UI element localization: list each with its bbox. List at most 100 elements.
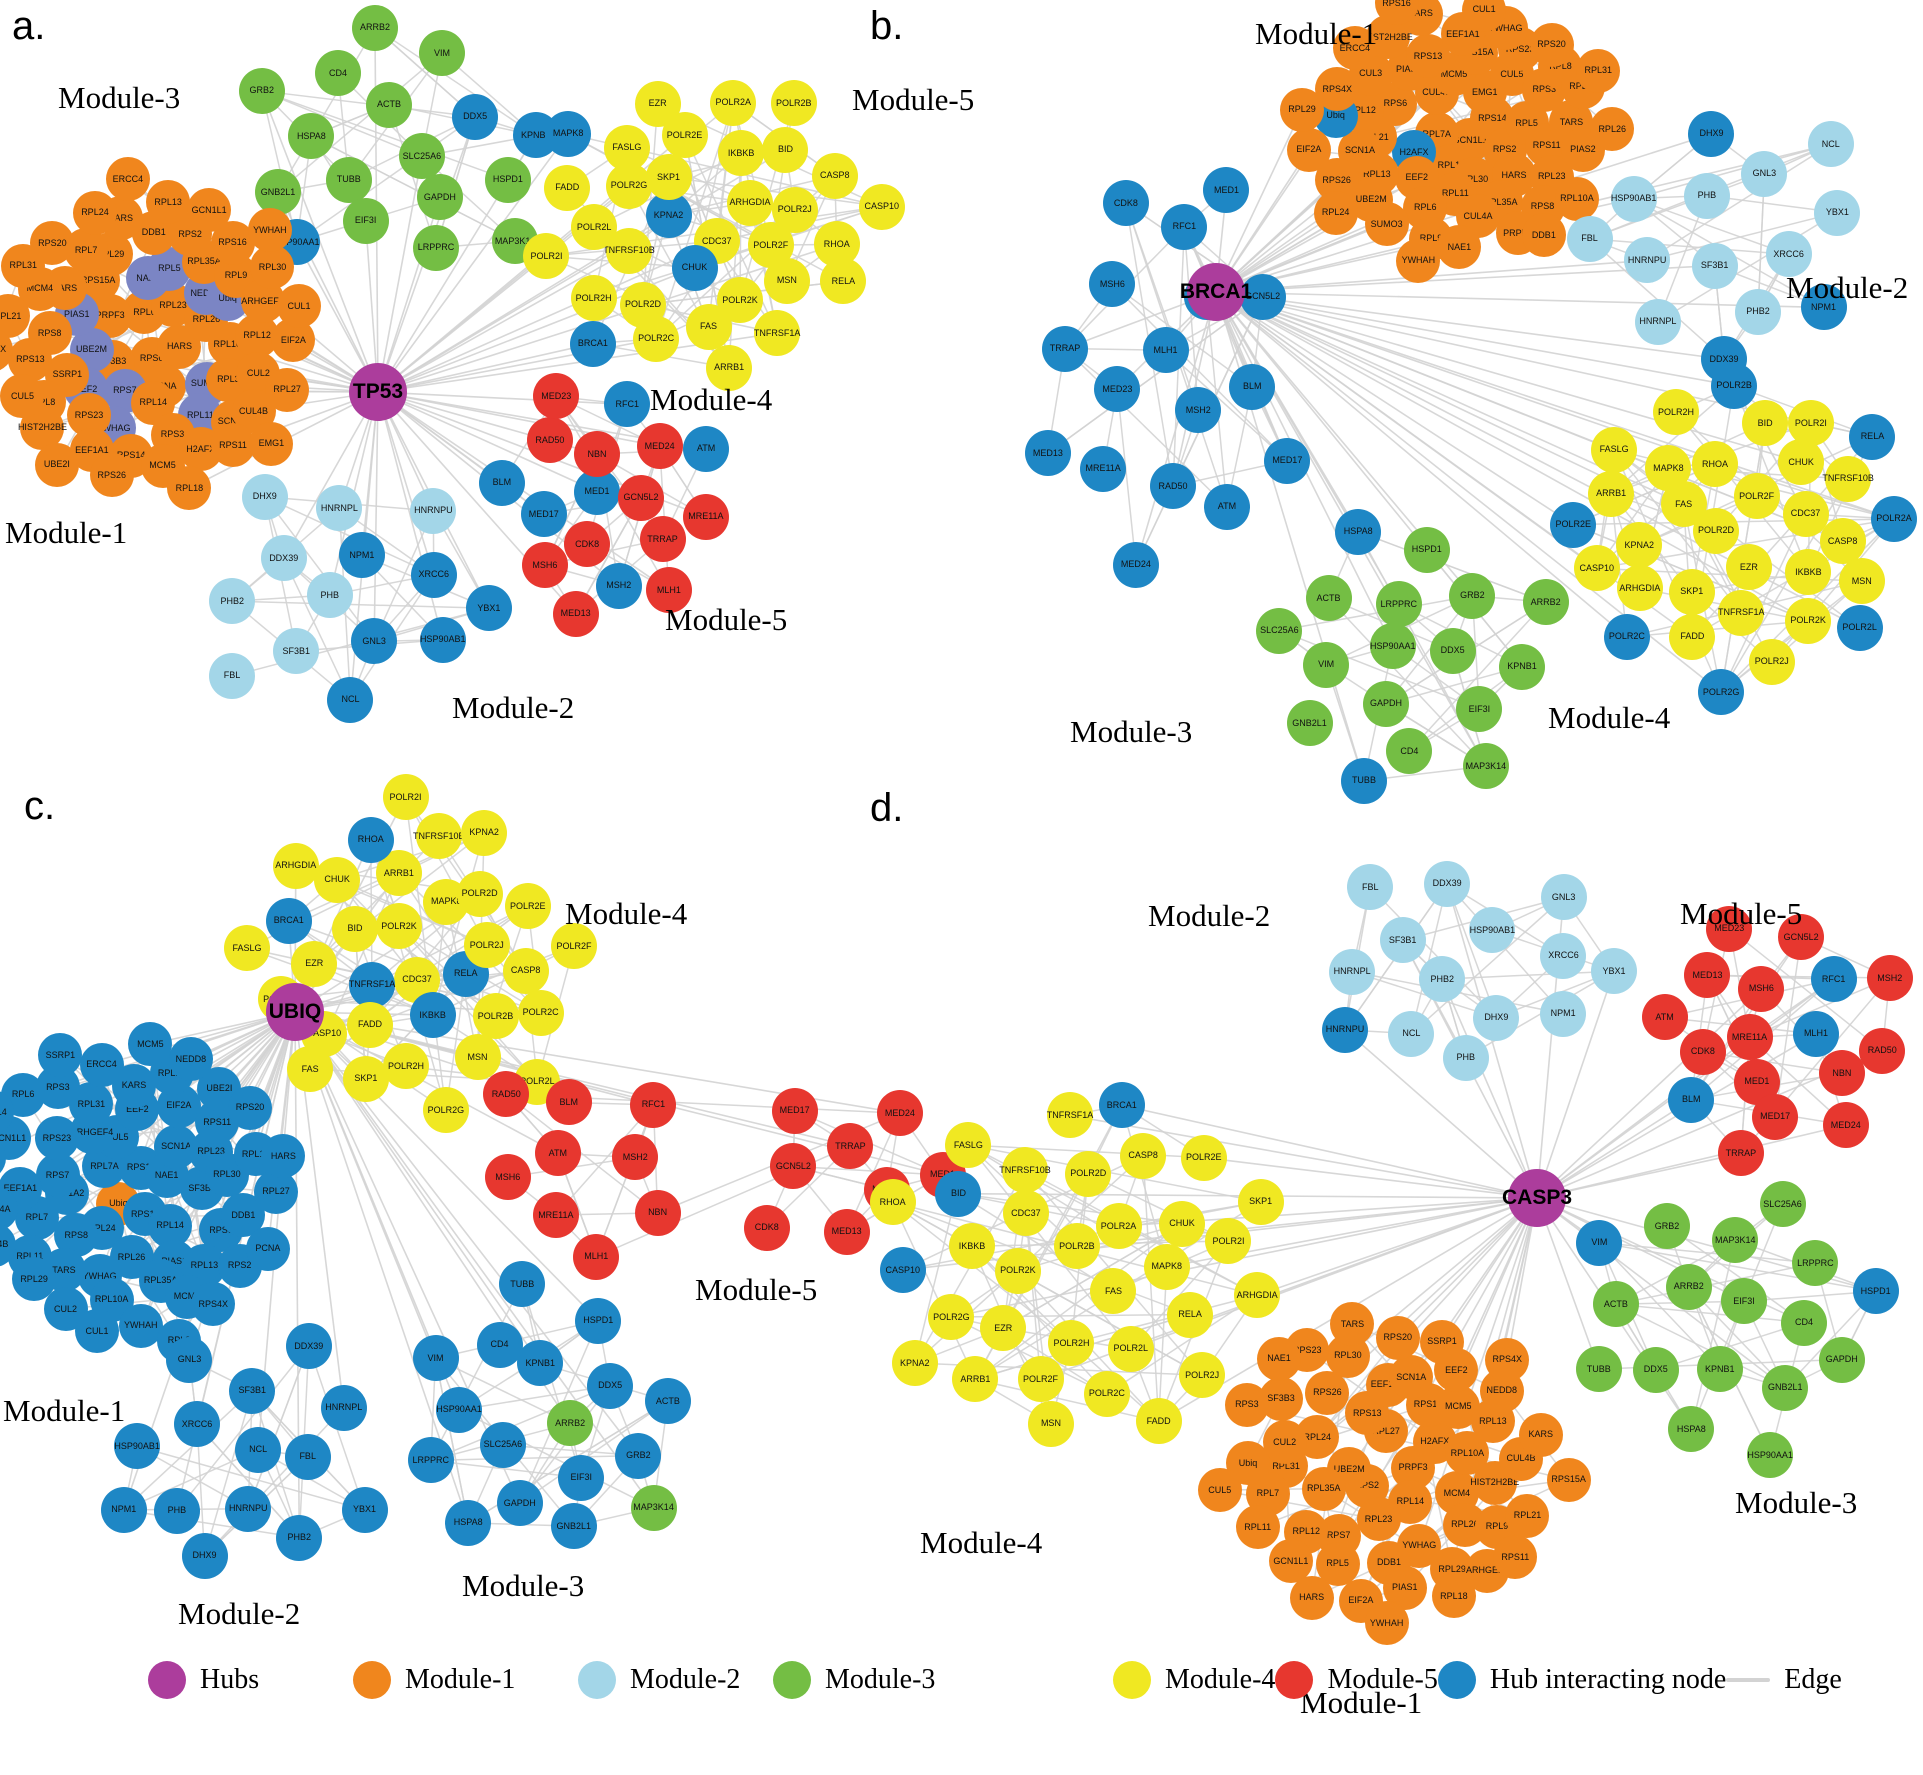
node-slc25a6[interactable]: SLC25A6 — [1759, 1181, 1806, 1228]
node-ybx1[interactable]: YBX1 — [341, 1486, 388, 1533]
node-trrap[interactable]: TRRAP — [639, 516, 686, 563]
node-gnb2l1[interactable]: GNB2L1 — [1762, 1364, 1809, 1411]
node-nedd8[interactable]: NEDD8 — [168, 1037, 213, 1082]
node-polr2k[interactable]: POLR2K — [1785, 597, 1832, 644]
node-gcn5l2[interactable]: GCN5L2 — [1239, 273, 1286, 320]
node-rpl18[interactable]: RPL18 — [1431, 1574, 1476, 1619]
node-arrb2[interactable]: ARRB2 — [351, 4, 398, 51]
node-skp1[interactable]: SKP1 — [342, 1055, 389, 1102]
node-polr2f[interactable]: POLR2F — [1733, 473, 1780, 520]
node-npm1[interactable]: NPM1 — [338, 532, 385, 579]
node-actb[interactable]: ACTB — [1305, 575, 1352, 622]
node-polr2j[interactable]: POLR2J — [771, 186, 818, 233]
node-eef1a1[interactable]: EEF1A1 — [1440, 12, 1485, 57]
node-msn[interactable]: MSN — [1027, 1400, 1074, 1447]
node-rps4x[interactable]: RPS4X — [191, 1282, 236, 1327]
node-ybx1[interactable]: YBX1 — [1590, 948, 1637, 995]
node-slc25a6[interactable]: SLC25A6 — [479, 1421, 526, 1468]
node-med24[interactable]: MED24 — [1112, 541, 1159, 588]
node-actb[interactable]: ACTB — [644, 1378, 691, 1425]
node-msh2[interactable]: MSH2 — [1175, 387, 1222, 434]
node-rps26[interactable]: RPS26 — [89, 453, 134, 498]
node-med13[interactable]: MED13 — [823, 1208, 870, 1255]
node-slc25a6[interactable]: SLC25A6 — [398, 133, 445, 180]
node-polr2c[interactable]: POLR2C — [1083, 1370, 1130, 1417]
node-polr2d[interactable]: POLR2D — [1065, 1150, 1112, 1197]
node-cul4b[interactable]: CUL4B — [0, 1222, 16, 1267]
node-hnrnpl[interactable]: HNRNPL — [1634, 298, 1681, 345]
node-ddx39[interactable]: DDX39 — [1424, 860, 1471, 907]
node-msn[interactable]: MSN — [1838, 558, 1885, 605]
node-polr2b[interactable]: POLR2B — [1053, 1223, 1100, 1270]
node-fas[interactable]: FAS — [1090, 1268, 1137, 1315]
node-nbn[interactable]: NBN — [634, 1189, 681, 1236]
node-hsp90ab1[interactable]: HSP90AB1 — [419, 616, 466, 663]
node-ezr[interactable]: EZR — [980, 1305, 1027, 1352]
hub-ubiq[interactable]: UBIQ — [266, 983, 324, 1041]
node-xrcc6[interactable]: XRCC6 — [174, 1401, 221, 1448]
node-faslg[interactable]: FASLG — [223, 925, 270, 972]
node-arhgdia[interactable]: ARHGDIA — [727, 179, 774, 226]
node-mcm5[interactable]: MCM5 — [128, 1022, 173, 1067]
node-tubb[interactable]: TUBB — [499, 1261, 546, 1307]
node-mapk8[interactable]: MAPK8 — [1143, 1243, 1190, 1290]
node-hnrnpl[interactable]: HNRNPL — [1329, 948, 1376, 995]
node-ezr[interactable]: EZR — [291, 940, 338, 987]
node-msh6[interactable]: MSH6 — [1089, 261, 1136, 308]
node-gnl3[interactable]: GNL3 — [1741, 150, 1788, 197]
node-kpna2[interactable]: KPNA2 — [891, 1340, 938, 1386]
node-polr2a[interactable]: POLR2A — [1870, 495, 1917, 542]
node-rps20[interactable]: RPS20 — [227, 1085, 272, 1130]
node-ywhah[interactable]: YWHAH — [1396, 238, 1441, 283]
node-rpl26[interactable]: RPL26 — [1590, 107, 1635, 152]
node-gcn1l1[interactable]: GCN1L1 — [187, 188, 232, 233]
node-cul2[interactable]: CUL2 — [1262, 1420, 1307, 1465]
node-fbl[interactable]: FBL — [1347, 864, 1394, 911]
node-cdk8[interactable]: CDK8 — [1102, 180, 1149, 227]
node-rpl29[interactable]: RPL29 — [12, 1257, 57, 1302]
node-ddx39[interactable]: DDX39 — [285, 1323, 332, 1370]
node-polr2f[interactable]: POLR2F — [551, 923, 598, 969]
node-grb2[interactable]: GRB2 — [238, 67, 285, 114]
node-cul1[interactable]: CUL1 — [276, 284, 321, 329]
node-grb2[interactable]: GRB2 — [615, 1432, 662, 1479]
node-blm[interactable]: BLM — [545, 1079, 592, 1126]
node-tnfrsf1a[interactable]: TNFRSF1A — [1047, 1092, 1093, 1139]
node-trrap[interactable]: TRRAP — [827, 1123, 874, 1169]
node-arrb2[interactable]: ARRB2 — [547, 1400, 594, 1447]
node-gnb2l1[interactable]: GNB2L1 — [550, 1503, 597, 1550]
node-fas[interactable]: FAS — [685, 303, 732, 350]
node-ezr[interactable]: EZR — [1725, 544, 1772, 591]
node-polr2i[interactable]: POLR2I — [1787, 400, 1834, 447]
node-gcn5l2[interactable]: GCN5L2 — [770, 1143, 817, 1190]
node-nbn[interactable]: NBN — [1818, 1050, 1865, 1097]
node-phb[interactable]: PHB — [1683, 172, 1730, 219]
node-grb2[interactable]: GRB2 — [1449, 572, 1496, 619]
node-fbl[interactable]: FBL — [284, 1433, 331, 1480]
node-kars[interactable]: KARS — [1518, 1412, 1563, 1457]
node-npm1[interactable]: NPM1 — [1800, 284, 1847, 331]
node-hspa8[interactable]: HSPA8 — [445, 1499, 492, 1546]
node-fbl[interactable]: FBL — [1566, 215, 1613, 262]
node-cul5[interactable]: CUL5 — [1197, 1468, 1242, 1513]
node-polr2j[interactable]: POLR2J — [1748, 638, 1795, 685]
node-polr2e[interactable]: POLR2E — [1180, 1134, 1227, 1181]
node-brca1[interactable]: BRCA1 — [1098, 1082, 1145, 1129]
node-arhgdia[interactable]: ARHGDIA — [1616, 565, 1663, 612]
node-hars[interactable]: HARS — [261, 1134, 306, 1179]
node-polr2d[interactable]: POLR2D — [456, 870, 503, 917]
node-dhx9[interactable]: DHX9 — [1473, 994, 1520, 1041]
node-polr2l[interactable]: POLR2L — [1836, 604, 1883, 651]
node-kars[interactable]: KARS — [111, 1063, 156, 1108]
node-lrpprc[interactable]: LRPPRC — [1792, 1240, 1839, 1287]
node-sf3b1[interactable]: SF3B1 — [273, 628, 320, 675]
node-xrcc6[interactable]: XRCC6 — [410, 551, 457, 598]
node-msh2[interactable]: MSH2 — [1866, 955, 1913, 1002]
node-chuk[interactable]: CHUK — [1158, 1200, 1205, 1247]
node-bid[interactable]: BID — [935, 1170, 982, 1217]
node-bid[interactable]: BID — [762, 126, 809, 173]
node-mlh1[interactable]: MLH1 — [1792, 1010, 1839, 1057]
node-polr2i[interactable]: POLR2I — [382, 774, 429, 821]
node-nae1[interactable]: NAE1 — [1437, 225, 1482, 270]
node-lrpprc[interactable]: LRPPRC — [1375, 581, 1422, 628]
